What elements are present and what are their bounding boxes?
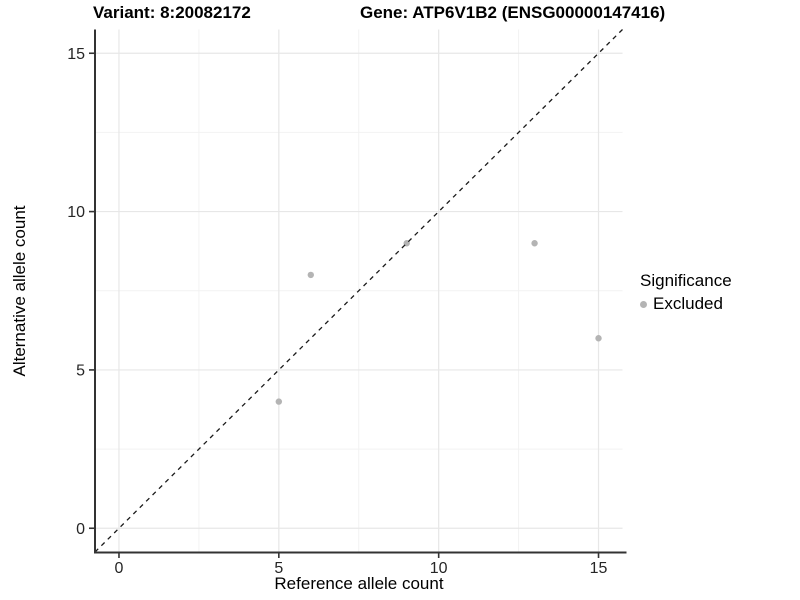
x-axis-label: Reference allele count xyxy=(274,574,444,593)
legend: Significance Excluded xyxy=(640,271,732,314)
plot-title-variant: Variant: 8:20082172 xyxy=(93,3,251,22)
identity-line xyxy=(94,29,623,553)
x-tick-label: 5 xyxy=(274,560,283,577)
data-point xyxy=(307,271,314,279)
y-tick-label: 0 xyxy=(76,521,85,538)
y-tick-label: 15 xyxy=(67,46,85,63)
legend-title: Significance xyxy=(640,271,732,290)
plot-title-gene: Gene: ATP6V1B2 (ENSG00000147416) xyxy=(360,3,666,22)
legend-item-excluded: Excluded xyxy=(640,294,732,314)
data-point xyxy=(275,398,283,405)
y-axis-label: Alternative allele count xyxy=(10,205,29,377)
data-point xyxy=(531,240,538,247)
x-tick-label: 0 xyxy=(115,560,124,577)
legend-item-label: Excluded xyxy=(653,294,723,313)
x-tick-label: 15 xyxy=(590,560,608,577)
x-tick-label: 10 xyxy=(430,560,448,577)
legend-point-icon xyxy=(640,300,647,308)
y-tick-label: 5 xyxy=(76,362,85,379)
y-tick-label: 10 xyxy=(67,204,85,221)
data-point xyxy=(595,335,602,342)
